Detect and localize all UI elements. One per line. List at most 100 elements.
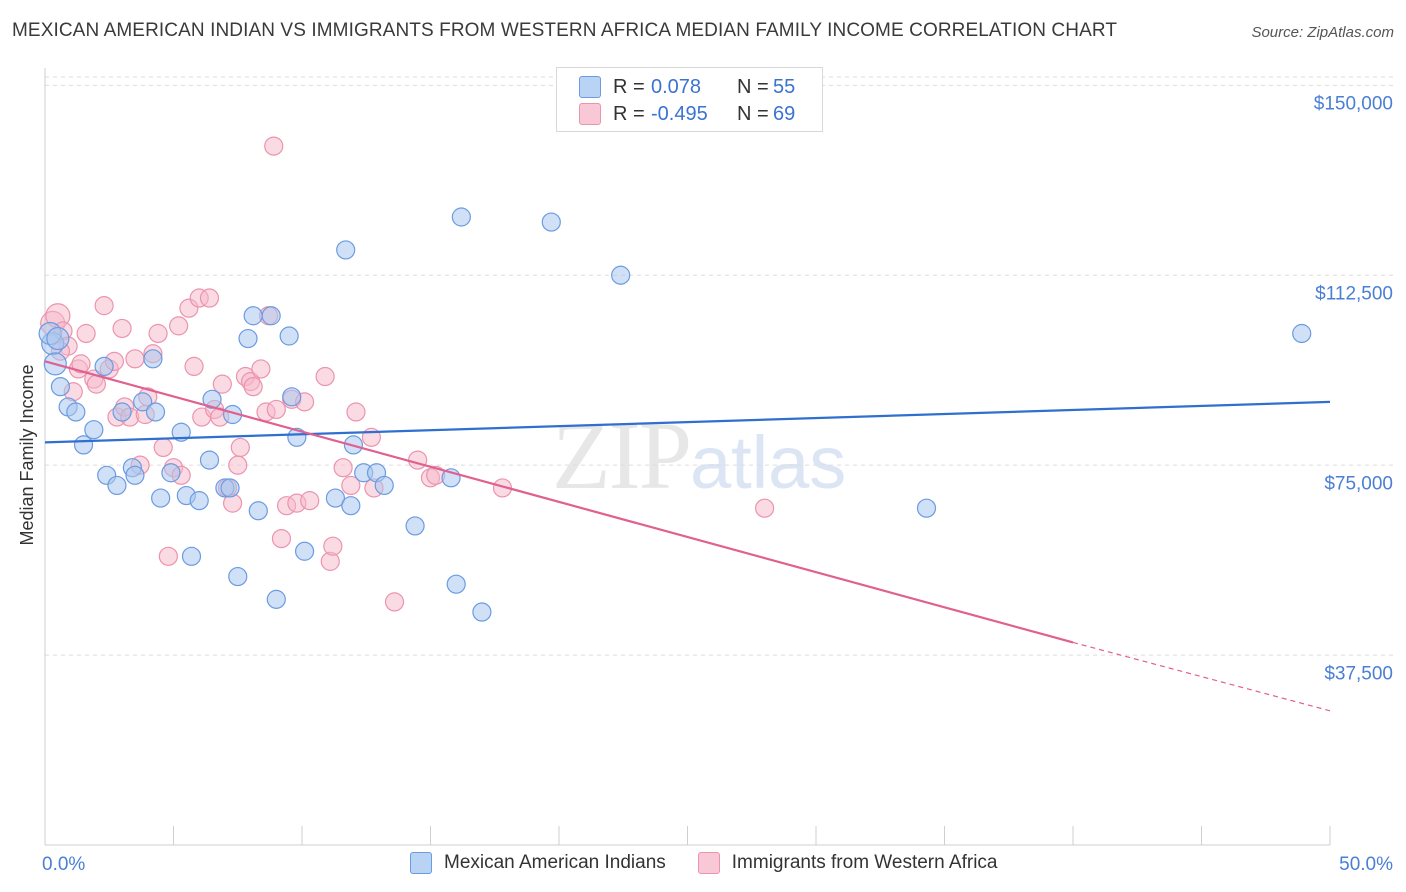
data-point-mexican-american-indians <box>228 566 248 587</box>
data-point-mexican-american-indians <box>125 465 145 485</box>
data-point-immigrants-western-africa <box>323 536 343 556</box>
data-point-mexican-american-indians <box>472 602 492 622</box>
y-tick-label: $37,500 <box>1324 663 1393 684</box>
data-point-immigrants-western-africa <box>230 437 250 458</box>
data-point-mexican-american-indians <box>143 349 163 369</box>
data-point-immigrants-western-africa <box>346 402 366 422</box>
data-point-mexican-american-indians <box>46 326 70 351</box>
data-point-mexican-american-indians <box>112 402 132 422</box>
chart-title: MEXICAN AMERICAN INDIAN VS IMMIGRANTS FR… <box>12 20 1118 41</box>
x-tick-label: 50.0% <box>1339 854 1393 875</box>
axes <box>44 68 1331 846</box>
data-point-mexican-american-indians <box>50 377 71 397</box>
x-tick-label: 0.0% <box>42 854 85 875</box>
data-point-immigrants-western-africa <box>243 377 263 397</box>
legend-item-immigrants-western-africa: Immigrants from Western Africa <box>697 852 998 874</box>
data-point-immigrants-western-africa <box>315 366 335 387</box>
legend-r-label: R = <box>613 102 645 125</box>
data-point-immigrants-western-africa <box>266 399 286 420</box>
data-point-mexican-american-indians <box>161 463 181 483</box>
y-tick-label: $150,000 <box>1314 94 1393 115</box>
data-point-mexican-american-indians <box>189 491 209 511</box>
series-legend: Mexican American Indians Immigrants from… <box>410 852 1030 874</box>
watermark-zip: ZIP <box>552 402 692 509</box>
trend-lines <box>44 360 1331 712</box>
data-point-mexican-american-indians <box>294 541 315 561</box>
trend-line-immigrants-western-africa <box>44 360 1074 644</box>
data-point-mexican-american-indians <box>73 435 94 455</box>
source-credit: Source: ZipAtlas.com <box>1251 24 1394 41</box>
data-point-immigrants-western-africa <box>341 475 361 496</box>
data-point-immigrants-western-africa <box>148 323 168 344</box>
data-point-immigrants-western-africa <box>333 458 353 478</box>
data-point-mexican-american-indians <box>199 450 220 470</box>
data-point-immigrants-western-africa <box>158 546 178 566</box>
data-point-immigrants-western-africa <box>199 288 220 308</box>
data-point-mexican-american-indians <box>341 496 361 516</box>
data-point-immigrants-western-africa <box>94 296 114 316</box>
legend-swatch-pink <box>697 852 720 874</box>
data-point-mexican-american-indians <box>282 387 302 407</box>
legend-n-value: 69 <box>773 102 796 125</box>
legend-n-label: N = <box>737 102 769 125</box>
axis-labels: $37,500 $75,000 $112,500 $150,000 0.0% 50.0% M… <box>17 94 1393 875</box>
data-point-mexican-american-indians <box>220 478 240 498</box>
data-point-mexican-american-indians <box>541 212 561 232</box>
data-point-mexican-american-indians <box>145 402 166 422</box>
trend-line-mexican-american-indians <box>44 400 1331 444</box>
data-point-mexican-american-indians <box>202 389 222 409</box>
legend-r-value: 0.078 <box>651 75 702 98</box>
data-point-mexican-american-indians <box>266 589 286 609</box>
data-point-mexican-american-indians <box>243 306 263 326</box>
data-point-mexican-american-indians <box>611 265 631 285</box>
data-point-mexican-american-indians <box>133 392 153 412</box>
data-point-mexican-american-indians <box>84 420 104 440</box>
y-tick-label: $75,000 <box>1324 473 1393 494</box>
legend-item-mexican-american-indians: Mexican American Indians <box>410 852 666 874</box>
data-point-mexican-american-indians <box>325 488 346 508</box>
data-point-immigrants-western-africa <box>271 528 292 549</box>
legend-r-label: R = <box>613 75 645 98</box>
legend-n-label: N = <box>737 75 769 98</box>
data-point-mexican-american-indians <box>374 475 394 496</box>
data-point-immigrants-western-africa <box>228 455 248 475</box>
legend-n-value: 55 <box>773 75 796 98</box>
legend-swatch-pink <box>579 103 601 125</box>
data-point-mexican-american-indians <box>66 402 86 422</box>
data-point-immigrants-western-africa <box>408 450 428 470</box>
data-point-mexican-american-indians <box>446 574 466 594</box>
grid-lines <box>45 76 1395 656</box>
trend-line-extension <box>1072 641 1331 712</box>
data-point-mexican-american-indians <box>151 488 171 508</box>
zipatlas-watermark: ZIPatlas <box>552 400 846 511</box>
y-axis-title: Median Family Income <box>17 364 37 545</box>
series-immigrants-western-africa <box>40 136 775 612</box>
data-point-immigrants-western-africa <box>384 592 405 612</box>
data-point-immigrants-western-africa <box>153 437 173 458</box>
data-point-immigrants-western-africa <box>300 491 320 511</box>
data-point-immigrants-western-africa <box>251 359 271 379</box>
data-point-mexican-american-indians <box>1292 323 1312 344</box>
data-point-immigrants-western-africa <box>125 349 145 369</box>
data-point-mexican-american-indians <box>248 501 268 521</box>
legend-r-value: -0.495 <box>651 102 708 125</box>
data-point-immigrants-western-africa <box>264 136 284 156</box>
data-point-mexican-american-indians <box>94 356 114 377</box>
data-point-immigrants-western-africa <box>76 323 96 344</box>
data-point-mexican-american-indians <box>405 516 425 536</box>
legend-label: Mexican American Indians <box>444 852 666 873</box>
data-point-immigrants-western-africa <box>212 374 232 394</box>
legend-row-pink: R = -0.495 N = 69 <box>579 101 795 127</box>
data-point-mexican-american-indians <box>287 427 307 447</box>
data-point-immigrants-western-africa <box>184 356 204 377</box>
legend-label: Immigrants from Western Africa <box>731 852 998 873</box>
data-point-immigrants-western-africa <box>754 498 775 518</box>
data-point-immigrants-western-africa <box>71 354 91 374</box>
data-point-mexican-american-indians <box>336 240 356 260</box>
data-point-mexican-american-indians <box>451 207 471 227</box>
watermark-atlas: atlas <box>690 421 847 504</box>
series-mexican-american-indians <box>38 207 1312 622</box>
data-point-mexican-american-indians <box>279 326 299 346</box>
data-point-mexican-american-indians <box>261 306 281 326</box>
